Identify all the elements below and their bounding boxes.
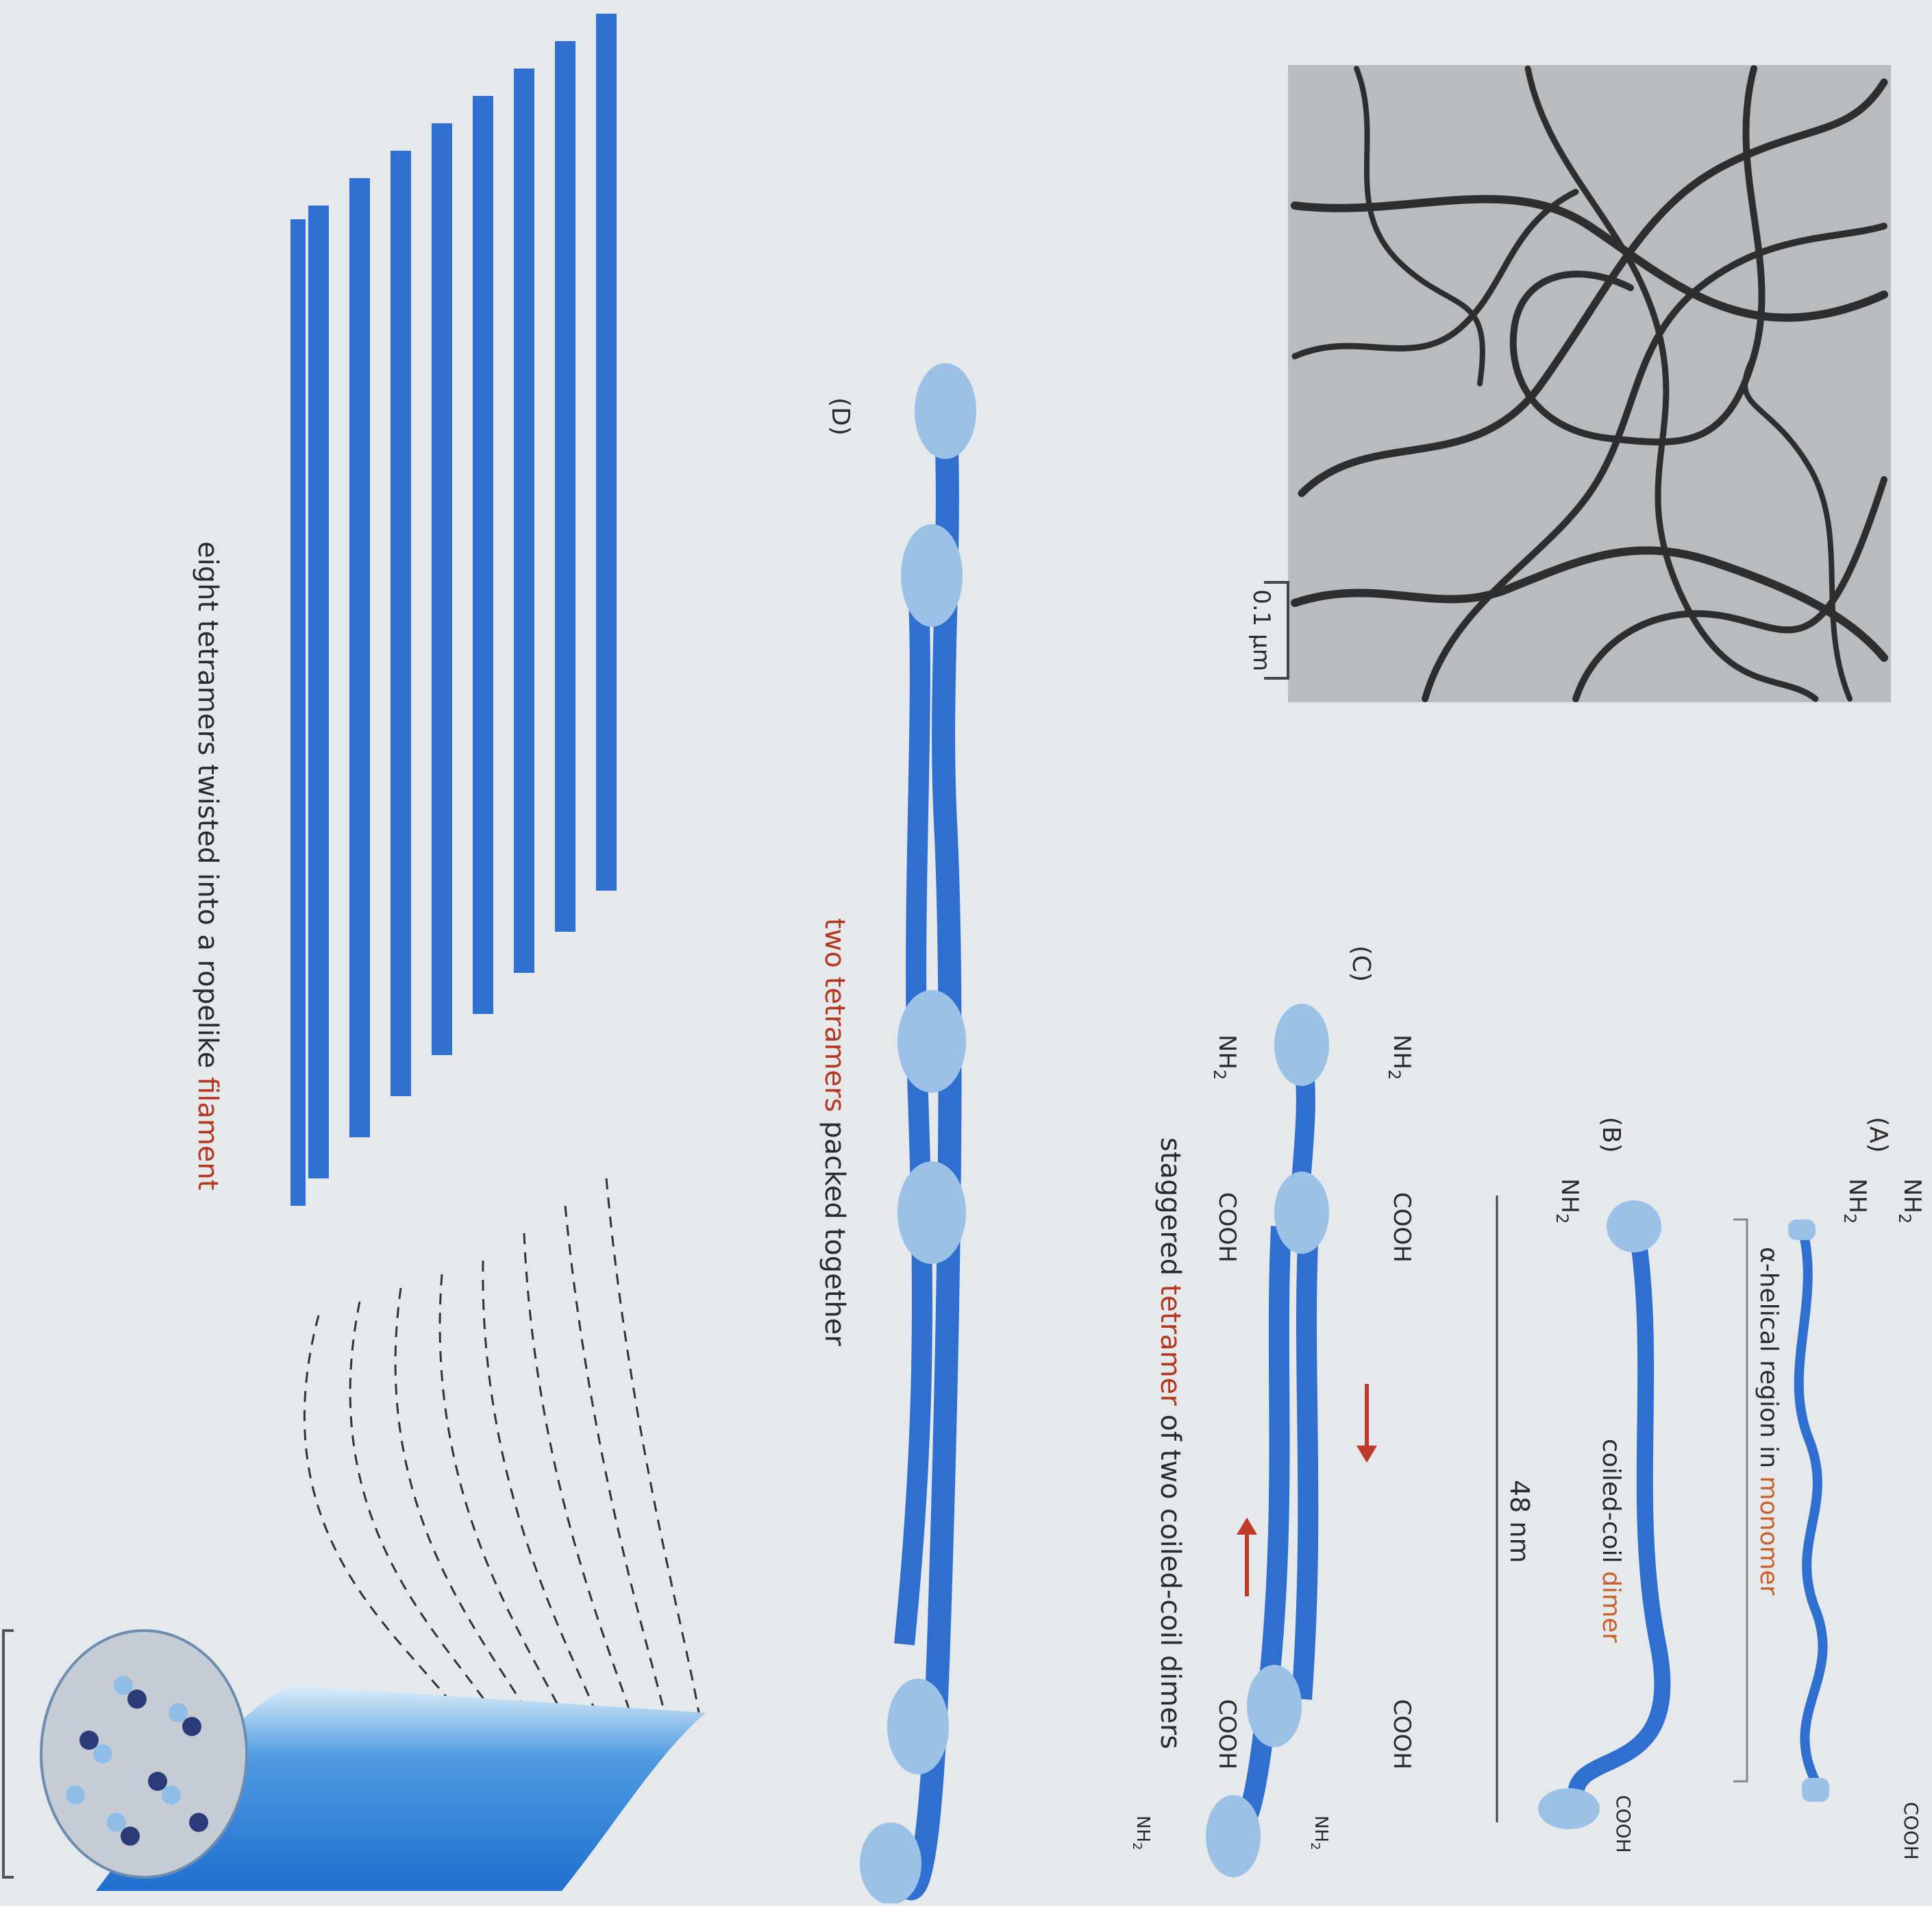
cross-dot: [66, 1785, 85, 1805]
monomer-nh2-head: [1788, 1220, 1816, 1240]
electron-micrograph: [1288, 65, 1891, 702]
panel-a: (A) NH2 NH2 COOH α-helical region in mon…: [1733, 1117, 1926, 1860]
tetramer-cooh-right-top: COOH: [1388, 1699, 1415, 1770]
guide-line-4: [482, 1260, 597, 1713]
tetramer-tail-2: [1206, 1795, 1261, 1877]
panel-d-label: (D): [826, 397, 854, 436]
tetramer-head-2: [1274, 1172, 1329, 1254]
panel-b: (B) NH2 COOH coiled-coil dimer 48 nm: [1496, 1117, 1671, 1853]
monomer-caption: α-helical region in monomer: [1755, 1247, 1783, 1596]
filament-caption: eight tetramers twisted into a ropelike …: [192, 541, 223, 1190]
cross-dot: [162, 1785, 181, 1805]
tetramer-nh2-bottom: NH2: [1210, 1035, 1241, 1080]
cross-dot: [93, 1744, 112, 1763]
monomer-nh2-label: NH2: [1895, 1178, 1926, 1224]
filament-dashed-guides: [304, 1178, 700, 1713]
packed-head-3: [897, 990, 966, 1093]
cross-dot: [182, 1717, 201, 1736]
guide-line-1: [605, 1178, 700, 1713]
packed-coil-2: [894, 582, 932, 1646]
tetramer-cooh-bottom: COOH: [1213, 1192, 1241, 1263]
tetramer-caption: staggered tetramer of two coiled-coil di…: [1154, 1137, 1186, 1749]
tetramer-coil-upper: [1291, 1226, 1319, 1700]
cross-dot: [79, 1731, 99, 1750]
packed-head-2: [901, 524, 963, 627]
arrow-down-head: [1357, 1446, 1377, 1463]
panel-c-label: (C): [1347, 945, 1375, 982]
monomer-nh2-label-inner: NH2: [1840, 1178, 1871, 1224]
micrograph-frame: [1288, 65, 1891, 702]
scale-bar: 0.1 µm: [1248, 581, 1289, 680]
packed-tail-2: [860, 1822, 921, 1905]
dimer-head: [1607, 1200, 1661, 1252]
guide-line-2: [564, 1205, 666, 1713]
dimer-caption: coiled-coil dimer: [1597, 1439, 1625, 1643]
tetramer-cooh-top: COOH: [1388, 1192, 1415, 1263]
cross-dot: [121, 1827, 140, 1846]
tetramer-nh2-right-top: NH2: [1308, 1816, 1331, 1850]
packed-head-4: [897, 1161, 966, 1264]
filament-cross-section: [40, 1629, 248, 1879]
packed-tail-1: [887, 1679, 949, 1774]
tetramer-nh2-top: NH2: [1385, 1035, 1415, 1080]
packed-head-1: [915, 363, 976, 459]
length-label: 48 nm: [1504, 1480, 1535, 1563]
cross-dot: [169, 1703, 188, 1722]
guide-line-5: [438, 1274, 563, 1713]
panel-b-label: (B): [1597, 1117, 1625, 1153]
filament-cylinder: [40, 1629, 706, 1891]
scale-bar-label: 0.1 µm: [1248, 589, 1275, 671]
guide-line-6: [394, 1287, 529, 1713]
panel-a-label: (A): [1864, 1117, 1892, 1153]
alpha-helix-bracket: [1733, 1218, 1748, 1783]
panel-c: (C) NH2 NH2 COOH COOH COOH COOH NH2 NH2 …: [1130, 945, 1415, 1877]
dimer-nh2-label: NH2: [1552, 1178, 1583, 1224]
cross-dot: [114, 1676, 133, 1695]
filament-bracket: [2, 1629, 14, 1879]
panel-d: (D) two tetramers packed together: [2, 14, 976, 1905]
monomer-strand: [1794, 1225, 1828, 1784]
cross-dot: [107, 1813, 126, 1832]
cross-dot: [148, 1772, 167, 1791]
packed-caption: two tetramers packed together: [819, 918, 850, 1346]
guide-line-8: [304, 1315, 460, 1713]
cross-dot: [127, 1690, 147, 1709]
dimer-coil: [1568, 1232, 1671, 1796]
monomer-cooh-label: COOH: [1900, 1802, 1922, 1860]
dimer-cooh-label: COOH: [1612, 1795, 1635, 1853]
guide-line-3: [523, 1233, 632, 1713]
guide-line-7: [349, 1301, 495, 1713]
tetramer-head-1: [1274, 1004, 1329, 1086]
tetramer-nh2-right-bottom: NH2: [1130, 1816, 1153, 1850]
arrow-up-head: [1237, 1518, 1257, 1535]
tetramer-cooh-right-bottom: COOH: [1213, 1699, 1241, 1770]
filament-bundle: [290, 14, 617, 1206]
tetramer-tail-1: [1247, 1665, 1302, 1747]
cross-section-dots: [66, 1676, 208, 1846]
cross-dot: [189, 1813, 208, 1832]
monomer-cooh-tail: [1802, 1778, 1829, 1802]
filament-body: [96, 1685, 706, 1891]
dimer-tail: [1538, 1788, 1600, 1829]
